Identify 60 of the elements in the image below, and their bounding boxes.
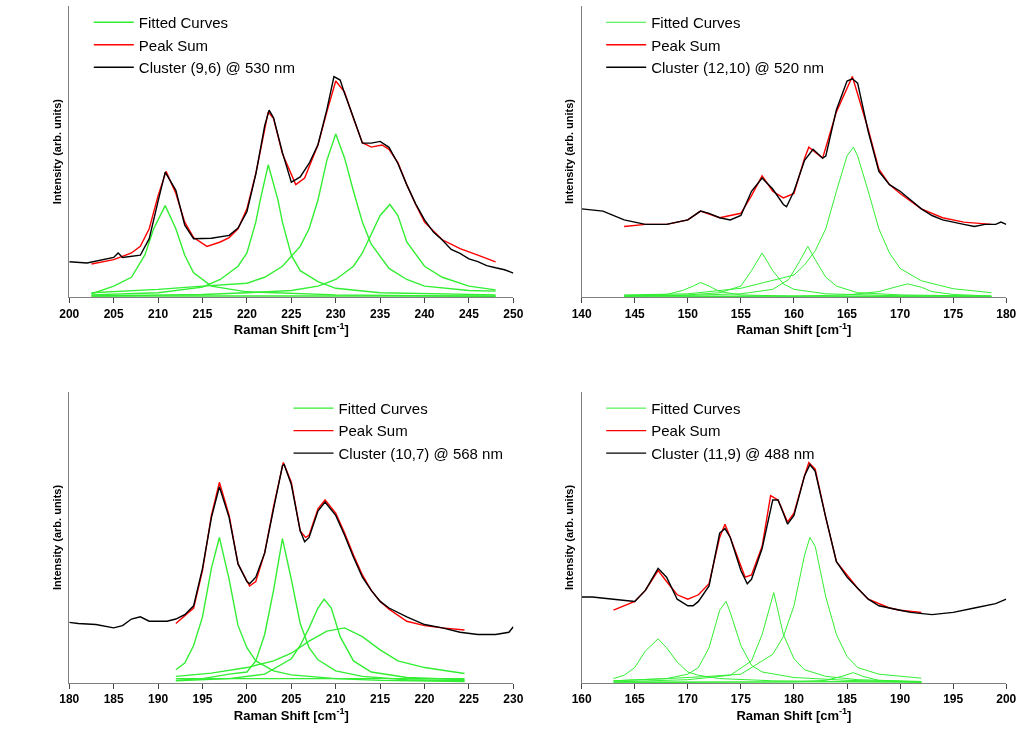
x-tick-label: 175: [730, 692, 752, 707]
x-tick-label: 160: [571, 692, 593, 707]
x-tick-label: 200: [236, 692, 258, 707]
y-axis-title: Intensity (arb. units): [563, 98, 576, 205]
legend-label: Cluster (12,10) @ 520 nm: [651, 59, 825, 77]
x-tick-label: 190: [890, 692, 911, 707]
legend-label: Peak Sum: [651, 36, 721, 54]
legend-label: Peak Sum: [338, 422, 408, 440]
x-tick-label: 180: [996, 306, 1017, 321]
legend-label: Fitted Curves: [651, 14, 741, 32]
x-tick-label: 230: [503, 692, 524, 707]
x-tick-label: 240: [414, 306, 435, 321]
x-tick-label: 170: [890, 306, 911, 321]
x-tick-label: 150: [677, 306, 699, 321]
x-tick-label: 210: [148, 306, 169, 321]
x-tick-label: 195: [943, 692, 964, 707]
legend-label: Cluster (11,9) @ 488 nm: [651, 444, 815, 462]
x-tick-label: 235: [370, 306, 391, 321]
x-tick-label: 145: [624, 306, 646, 321]
x-tick-label: 215: [192, 306, 213, 321]
y-axis-title: Intensity (arb. units): [50, 484, 63, 591]
x-tick-label: 165: [837, 306, 858, 321]
x-tick-label: 200: [996, 692, 1017, 707]
legend-label: Fitted Curves: [338, 399, 428, 417]
y-axis-title: Intensity (arb. units): [50, 98, 63, 205]
x-tick-label: 195: [192, 692, 213, 707]
x-tick-label: 210: [325, 692, 347, 707]
x-tick-label: 215: [370, 692, 391, 707]
x-axis-title: Raman Shift [cm$^{-1}$]: [233, 320, 349, 337]
x-tick-label: 170: [677, 692, 699, 707]
x-tick-label: 230: [325, 306, 347, 321]
x-tick-label: 155: [730, 306, 752, 321]
x-tick-label: 180: [783, 692, 805, 707]
x-tick-label: 205: [281, 692, 302, 707]
legend-label: Fitted Curves: [138, 14, 228, 32]
x-axis-title: Raman Shift [cm$^{-1}$]: [736, 320, 852, 337]
x-tick-label: 175: [943, 306, 964, 321]
legend-label: Cluster (10,7) @ 568 nm: [338, 444, 503, 462]
x-tick-label: 160: [783, 306, 805, 321]
x-tick-label: 220: [236, 306, 258, 321]
x-tick-label: 245: [458, 306, 480, 321]
x-tick-label: 165: [624, 692, 646, 707]
legend-label: Fitted Curves: [651, 399, 741, 417]
x-tick-label: 220: [414, 692, 435, 707]
x-tick-label: 140: [571, 306, 593, 321]
x-tick-label: 185: [837, 692, 858, 707]
legend-label: Peak Sum: [651, 422, 721, 440]
x-tick-label: 225: [458, 692, 480, 707]
x-tick-label: 190: [148, 692, 169, 707]
x-tick-label: 250: [503, 306, 524, 321]
legend-label: Cluster (9,6) @ 530 nm: [138, 59, 295, 77]
x-axis-title: Raman Shift [cm$^{-1}$]: [233, 706, 349, 723]
x-tick-label: 200: [59, 306, 80, 321]
x-axis-title: Raman Shift [cm$^{-1}$]: [736, 706, 852, 723]
x-tick-label: 185: [103, 692, 125, 707]
y-axis-title: Intensity (arb. units): [563, 484, 576, 591]
x-tick-label: 180: [59, 692, 80, 707]
legend-label: Peak Sum: [138, 36, 208, 54]
x-tick-label: 205: [103, 306, 125, 321]
x-tick-label: 225: [281, 306, 302, 321]
